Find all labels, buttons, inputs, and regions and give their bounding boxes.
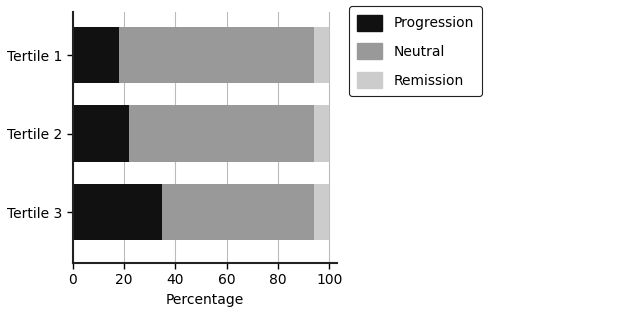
Bar [73,27,119,84]
Legend: Progression, Neutral, Remission: Progression, Neutral, Remission [349,7,482,96]
Bar [163,184,314,240]
Bar [314,184,329,240]
Bar [73,184,163,240]
Bar [129,106,314,162]
Bar [73,106,129,162]
Bar [314,106,329,162]
Bar [119,27,314,84]
Bar [314,27,329,84]
X-axis label: Percentage: Percentage [166,293,244,307]
